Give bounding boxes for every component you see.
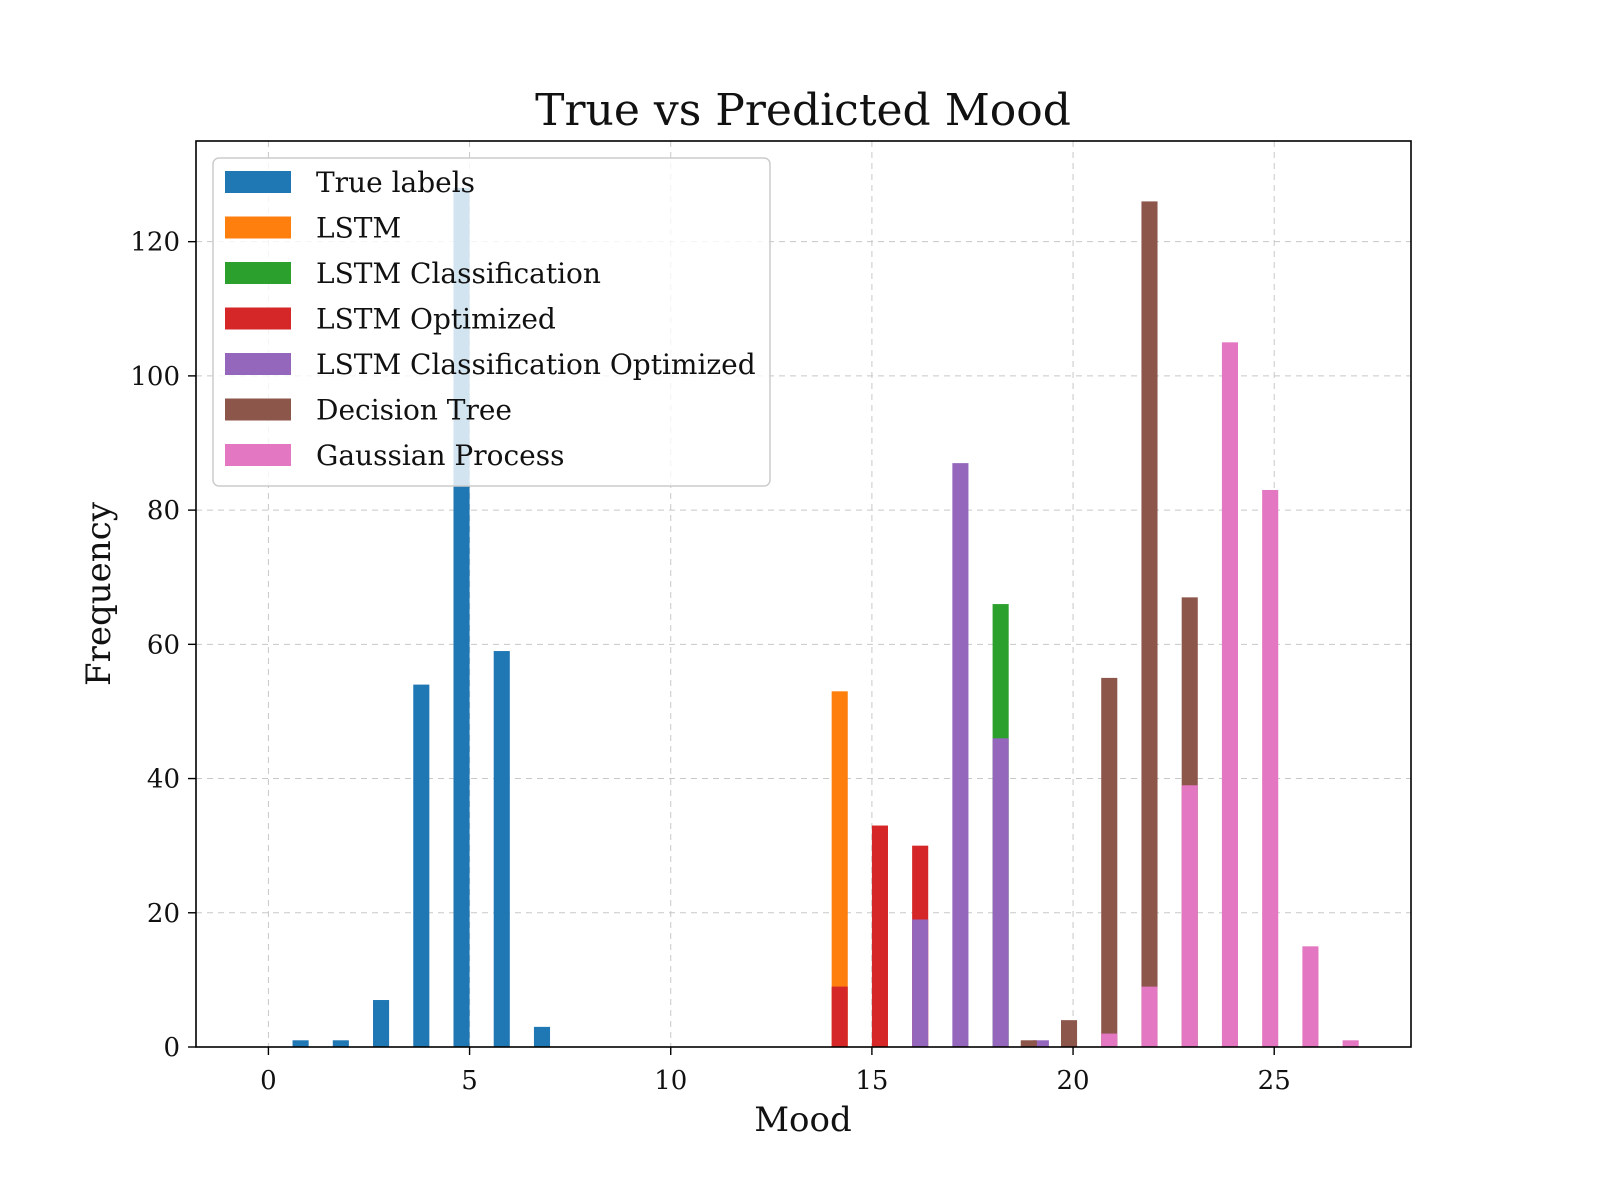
bar: [1342, 1040, 1359, 1047]
legend-box: [212, 157, 771, 487]
y-tick-label: 100: [130, 362, 180, 392]
bar: [1101, 1033, 1118, 1047]
bar: [1221, 342, 1239, 1047]
x-tick-label: 0: [260, 1066, 277, 1096]
y-tick-label: 40: [147, 765, 180, 795]
legend-label: Gaussian Process: [316, 439, 565, 472]
bar: [1141, 201, 1158, 1047]
y-tick-label: 20: [147, 899, 180, 929]
bar: [373, 1000, 390, 1047]
x-axis-label: Mood: [754, 1100, 852, 1140]
legend-swatch: [225, 216, 291, 239]
axis-ticks: 0 5 10 15 20 25 0 20 40 60 80 100 120: [130, 228, 1290, 1096]
y-tick-label: 60: [147, 630, 180, 660]
x-tick-label: 25: [1258, 1066, 1291, 1096]
bar: [912, 919, 929, 1047]
legend-swatch: [225, 353, 291, 375]
legend-label: True labels: [316, 166, 475, 199]
legend-swatch: [225, 262, 291, 284]
series-lstm-classification-optimized: [912, 463, 1049, 1048]
y-axis-label: Frequency: [79, 501, 119, 686]
bar: [1032, 1040, 1049, 1047]
bar: [1302, 946, 1319, 1047]
legend-label: LSTM Classification Optimized: [316, 348, 756, 381]
bar: [1181, 785, 1198, 1047]
plot-frame: [195, 140, 1412, 1048]
x-tick-label: 10: [654, 1066, 687, 1096]
bar: [992, 738, 1009, 1047]
bar: [1101, 677, 1118, 1047]
series-decision-tree: [1020, 201, 1198, 1047]
legend: True labels LSTM LSTM Classification LSTM O…: [212, 157, 771, 487]
bar: [1262, 489, 1279, 1047]
legend-label: Decision Tree: [316, 394, 512, 427]
legend-swatch: [225, 171, 291, 193]
y-tick-label: 0: [163, 1033, 180, 1063]
x-tick-label: 5: [461, 1066, 478, 1096]
bar: [413, 684, 430, 1047]
legend-swatch: [225, 398, 291, 421]
bar: [1020, 1040, 1037, 1047]
legend-label: LSTM Optimized: [316, 303, 556, 336]
series-gaussian-process: [1101, 342, 1359, 1047]
legend-label: LSTM: [316, 212, 401, 245]
bar: [493, 651, 510, 1047]
bar: [952, 463, 969, 1048]
bar: [871, 825, 888, 1047]
y-tick-label: 80: [147, 496, 180, 526]
bar: [831, 986, 848, 1047]
bar: [332, 1040, 349, 1047]
chart-title: True vs Predicted Mood: [535, 85, 1071, 136]
legend-swatch: [225, 444, 291, 466]
bar: [1060, 1020, 1078, 1047]
bar: [1141, 986, 1158, 1047]
bar: [533, 1026, 551, 1047]
series-lstm: [831, 691, 848, 1047]
legend-label: LSTM Classification: [316, 257, 601, 290]
legend-swatch: [225, 307, 291, 330]
x-tick-label: 15: [855, 1066, 888, 1096]
bar: [831, 691, 848, 1047]
y-tick-label: 120: [130, 228, 180, 258]
x-tick-label: 20: [1057, 1066, 1090, 1096]
bar: [292, 1040, 309, 1047]
